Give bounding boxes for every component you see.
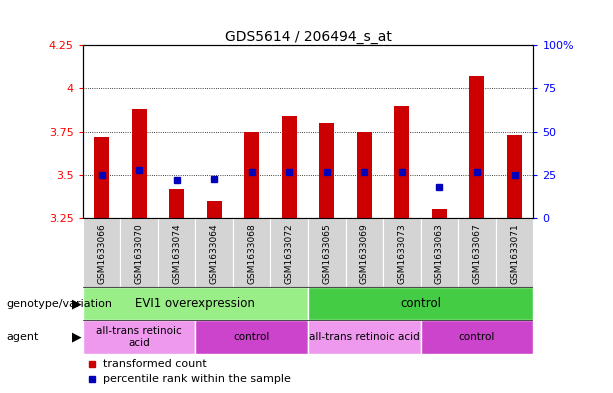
Text: ▶: ▶ [72, 297, 82, 310]
Bar [394, 106, 409, 218]
Bar [383, 218, 421, 287]
Text: GSM1633069: GSM1633069 [360, 224, 369, 285]
Bar [83, 287, 308, 320]
Text: control: control [400, 297, 441, 310]
Bar [169, 189, 184, 218]
Bar [132, 109, 147, 218]
Text: GSM1633064: GSM1633064 [210, 224, 219, 284]
Bar [94, 137, 109, 218]
Text: GSM1633073: GSM1633073 [397, 224, 406, 285]
Bar [233, 218, 270, 287]
Bar [308, 320, 421, 354]
Bar [270, 218, 308, 287]
Text: transformed count: transformed count [103, 358, 207, 369]
Bar [207, 201, 222, 218]
Text: GSM1633068: GSM1633068 [247, 224, 256, 285]
Text: GSM1633063: GSM1633063 [435, 224, 444, 285]
Text: GSM1633072: GSM1633072 [285, 224, 294, 284]
Text: GSM1633066: GSM1633066 [97, 224, 106, 285]
Bar [308, 287, 533, 320]
Bar [158, 218, 196, 287]
Text: ▶: ▶ [72, 331, 82, 343]
Bar [421, 320, 533, 354]
Text: all-trans retinoic acid: all-trans retinoic acid [309, 332, 420, 342]
Text: GSM1633065: GSM1633065 [322, 224, 331, 285]
Bar [282, 116, 297, 218]
Text: all-trans retinoic
acid: all-trans retinoic acid [96, 326, 182, 348]
Bar [83, 218, 120, 287]
Bar [432, 209, 447, 218]
Bar [83, 320, 196, 354]
Text: control: control [234, 332, 270, 342]
Bar [496, 218, 533, 287]
Text: percentile rank within the sample: percentile rank within the sample [103, 374, 291, 384]
Text: GSM1633071: GSM1633071 [510, 224, 519, 285]
Text: genotype/variation: genotype/variation [6, 299, 112, 309]
Text: GSM1633067: GSM1633067 [473, 224, 481, 285]
Bar [470, 76, 484, 218]
Title: GDS5614 / 206494_s_at: GDS5614 / 206494_s_at [224, 30, 392, 44]
Bar [346, 218, 383, 287]
Bar [507, 135, 522, 218]
Text: EVI1 overexpression: EVI1 overexpression [135, 297, 256, 310]
Text: control: control [459, 332, 495, 342]
Bar [458, 218, 496, 287]
Bar [308, 218, 346, 287]
Bar [120, 218, 158, 287]
Bar [421, 218, 458, 287]
Text: agent: agent [6, 332, 39, 342]
Text: GSM1633074: GSM1633074 [172, 224, 181, 284]
Bar [357, 132, 372, 218]
Bar [196, 218, 233, 287]
Bar [196, 320, 308, 354]
Text: GSM1633070: GSM1633070 [135, 224, 143, 285]
Bar [319, 123, 334, 218]
Bar [244, 132, 259, 218]
